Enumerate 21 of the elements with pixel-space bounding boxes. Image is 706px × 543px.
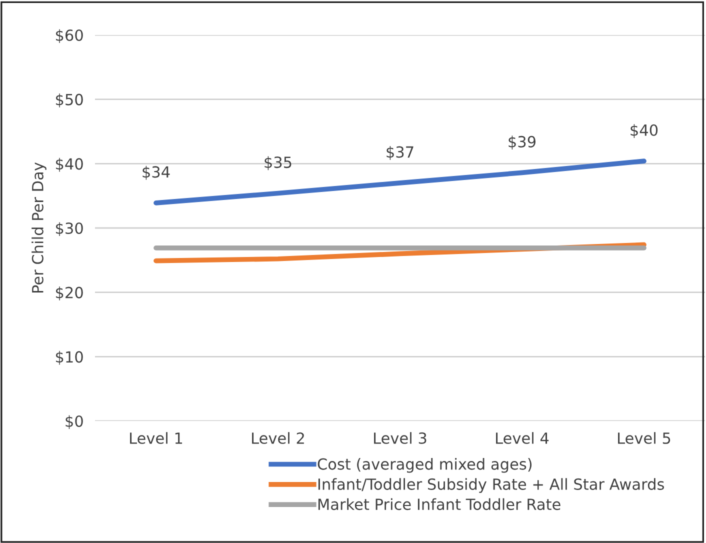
y-tick-label: $40 <box>56 158 83 172</box>
x-tick-label: Level 5 <box>618 432 670 444</box>
y-tick-label: $60 <box>56 29 83 44</box>
y-tick-label: $30 <box>56 222 83 236</box>
y-tick-label: $50 <box>56 94 83 108</box>
x-tick-label: Level 1 <box>130 432 182 444</box>
legend-label: Cost (averaged mixed ages) <box>318 458 532 473</box>
x-tick-label: Level 2 <box>252 432 304 444</box>
data-label: $34 <box>142 166 170 180</box>
y-tick-label: $0 <box>66 415 83 430</box>
x-tick-label: Level 4 <box>496 432 549 444</box>
y-tick-label: $20 <box>56 286 83 300</box>
data-label: $35 <box>264 156 292 170</box>
y-tick-label: $10 <box>56 350 83 365</box>
legend-label: Market Price Infant Toddler Rate <box>318 498 560 510</box>
data-label: $37 <box>386 146 414 160</box>
data-label: $40 <box>630 124 658 138</box>
y-axis-title: Per Child Per Day <box>32 162 46 292</box>
data-label: $39 <box>508 136 536 150</box>
legend-label: Infant/Toddler Subsidy Rate + All Star Awards <box>318 478 664 493</box>
x-tick-label: Level 3 <box>374 432 426 444</box>
